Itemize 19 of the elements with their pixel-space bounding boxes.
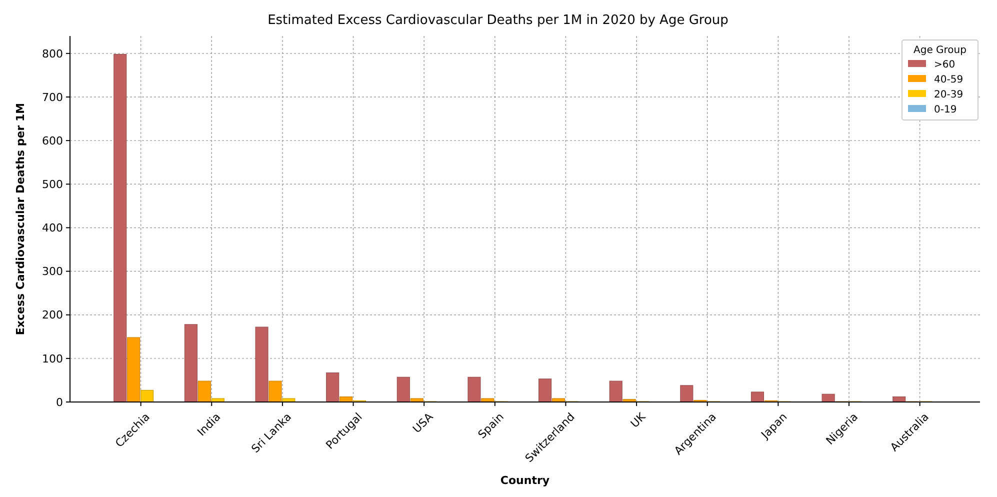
legend-title: Age Group <box>914 45 966 56</box>
legend-label: 40-59 <box>934 74 964 86</box>
y-tick-label: 300 <box>42 265 63 278</box>
y-tick-label: 200 <box>42 308 63 322</box>
y-tick-label: 600 <box>42 134 63 148</box>
y-tick-label: 100 <box>42 352 63 366</box>
legend-label: >60 <box>934 60 956 70</box>
y-tick-label: 0 <box>56 396 63 409</box>
y-tick-label: 400 <box>42 222 63 235</box>
y-axis-title: Excess Cardiovascular Deaths per 1M <box>14 102 27 336</box>
legend-label: 20-39 <box>934 90 964 100</box>
y-tick-label: 800 <box>42 47 63 60</box>
y-tick-label: 700 <box>42 90 63 104</box>
x-axis-title: Country <box>500 474 550 487</box>
y-tick-label: 500 <box>42 178 63 191</box>
legend-label: 0-19 <box>934 104 957 116</box>
chart-title: Estimated Excess Cardiovascular Deaths per 1M in 2020 by Age Group <box>268 13 728 28</box>
x-tick-label: UK <box>628 410 649 430</box>
x-tick-label: USA <box>410 410 436 436</box>
